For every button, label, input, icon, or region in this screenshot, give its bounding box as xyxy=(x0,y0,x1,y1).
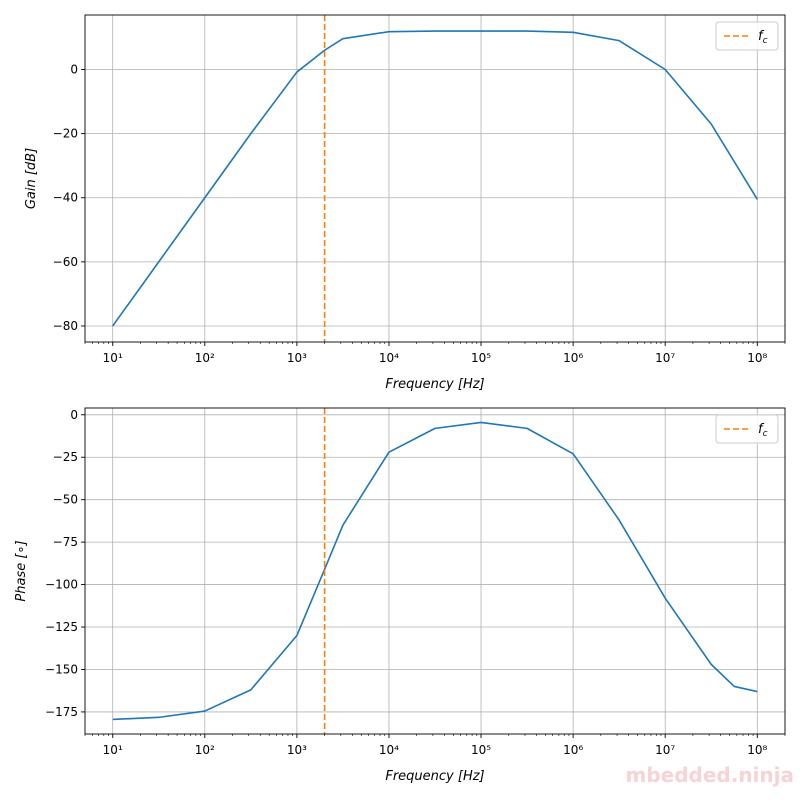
x-tick-label: 10⁸ xyxy=(747,743,767,757)
y-tick-label: −100 xyxy=(45,578,78,592)
legend: fc xyxy=(715,21,779,51)
y-tick-label: −125 xyxy=(45,620,78,634)
x-tick-label: 10³ xyxy=(287,351,307,365)
y-tick-label: −75 xyxy=(53,535,78,549)
plot-area xyxy=(85,15,785,342)
y-axis-label: Gain [dB] xyxy=(24,148,39,209)
y-axis-label: Phase [∘] xyxy=(14,540,29,601)
y-tick-label: −150 xyxy=(45,662,78,676)
y-tick-label: −25 xyxy=(53,450,78,464)
y-tick-label: 0 xyxy=(70,408,78,422)
y-tick-label: −50 xyxy=(53,493,78,507)
axes-frame xyxy=(84,407,786,735)
x-tick-label: 10⁴ xyxy=(379,743,399,757)
x-tick-label: 10⁴ xyxy=(379,351,399,365)
x-tick-label: 10⁶ xyxy=(563,351,583,365)
legend: fc xyxy=(715,414,779,444)
y-tick-label: −40 xyxy=(53,191,78,205)
y-tick-label: −80 xyxy=(53,319,78,333)
x-tick-label: 10¹ xyxy=(103,743,123,757)
y-tick-label: −20 xyxy=(53,127,78,141)
y-tick-label: −60 xyxy=(53,255,78,269)
y-tick-label: 0 xyxy=(70,63,78,77)
legend-label: fc xyxy=(758,29,768,46)
watermark-text: mbedded.ninja xyxy=(625,763,794,787)
chart-2: 10¹ 10² 10³ 10⁴ 10⁵ 10⁶ 10⁷ 10⁸ 0 −25 −50 −75 −100 −1… xyxy=(14,407,786,784)
chart-1: 10¹ 10² 10³ 10⁴ 10⁵ 10⁶ 10⁷ 10⁸ 0 −20 −40 −60 −80 Fre… xyxy=(24,14,786,392)
x-tick-label: 10⁵ xyxy=(471,351,491,365)
legend-label: fc xyxy=(758,422,768,439)
x-tick-label: 10⁷ xyxy=(655,743,675,757)
axes-frame xyxy=(84,14,786,343)
x-tick-label: 10⁶ xyxy=(563,743,583,757)
series-line xyxy=(112,421,758,721)
x-tick-label: 10² xyxy=(195,743,215,757)
plot-area xyxy=(85,408,785,734)
x-tick-label: 10² xyxy=(195,351,215,365)
x-axis-label: Frequency [Hz] xyxy=(385,769,484,784)
series-line xyxy=(112,30,758,327)
x-axis-label: Frequency [Hz] xyxy=(385,377,484,392)
x-tick-label: 10¹ xyxy=(103,351,123,365)
x-tick-label: 10⁸ xyxy=(747,351,767,365)
x-tick-label: 10⁵ xyxy=(471,743,491,757)
x-tick-label: 10³ xyxy=(287,743,307,757)
x-tick-label: 10⁷ xyxy=(655,351,675,365)
y-tick-label: −175 xyxy=(45,705,78,719)
